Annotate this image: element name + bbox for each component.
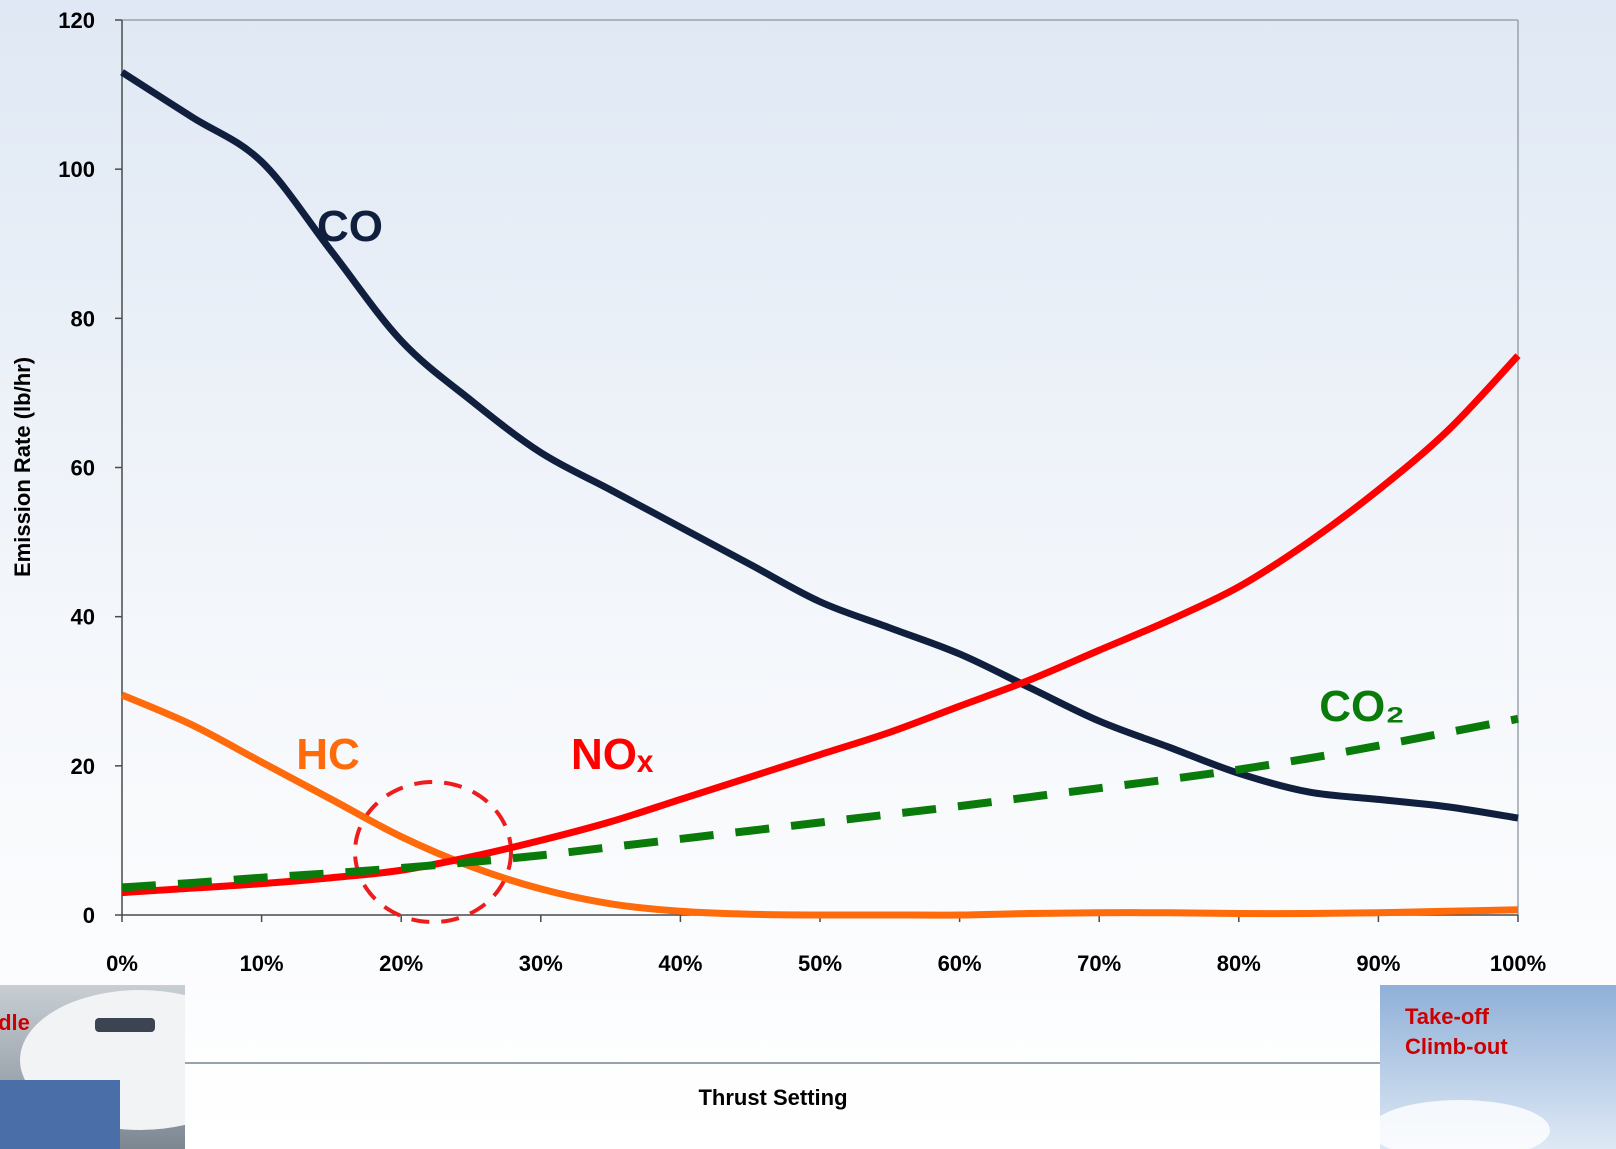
x-tick-label: 80% bbox=[1217, 951, 1261, 976]
y-tick-label: 100 bbox=[58, 157, 95, 182]
takeoff-image: Take-off Climb-out bbox=[1370, 985, 1616, 1149]
annotation: Take-off bbox=[1405, 1004, 1490, 1029]
x-tick-label: 0% bbox=[106, 951, 138, 976]
x-tick-label: 10% bbox=[240, 951, 284, 976]
y-axis-title: Emission Rate (lb/hr) bbox=[10, 357, 35, 577]
x-tick-label: 100% bbox=[1490, 951, 1546, 976]
chart: Idle Take-off Climb-out Emission Rate (l… bbox=[0, 0, 1616, 1149]
series-label: HC bbox=[296, 730, 360, 779]
x-tick-label: 20% bbox=[379, 951, 423, 976]
background bbox=[0, 0, 1616, 1149]
series-label: CO bbox=[317, 202, 383, 251]
x-tick-label: 50% bbox=[798, 951, 842, 976]
y-tick-label: 120 bbox=[58, 8, 95, 33]
x-axis-title: Thrust Setting bbox=[698, 1085, 847, 1110]
x-tick-label: 40% bbox=[658, 951, 702, 976]
x-tick-label: 60% bbox=[938, 951, 982, 976]
x-tick-label: 30% bbox=[519, 951, 563, 976]
annotation: Idle bbox=[0, 1010, 30, 1035]
x-tick-label: 70% bbox=[1077, 951, 1121, 976]
y-tick-label: 40 bbox=[71, 605, 95, 630]
y-tick-label: 0 bbox=[83, 903, 95, 928]
y-tick-label: 60 bbox=[71, 456, 95, 481]
annotation: Climb-out bbox=[1405, 1034, 1508, 1059]
page: {"chart_data": {"type": "line", "x_label… bbox=[0, 0, 1616, 1149]
y-tick-label: 20 bbox=[71, 754, 95, 779]
series-label: NOₓ bbox=[571, 730, 654, 779]
x-tick-label: 90% bbox=[1356, 951, 1400, 976]
y-tick-label: 80 bbox=[71, 306, 95, 331]
series-label: CO₂ bbox=[1319, 682, 1405, 731]
